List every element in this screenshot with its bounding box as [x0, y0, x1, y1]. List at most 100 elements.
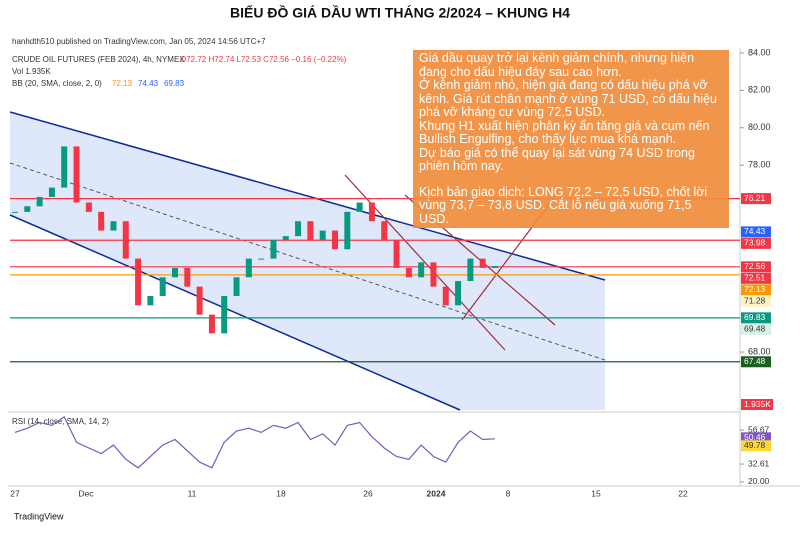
symbol: CRUDE OIL FUTURES (FEB 2024), 4h, NYMEX: [12, 55, 185, 64]
x-tick-label: 26: [363, 488, 373, 498]
candle: [159, 277, 166, 296]
x-tick-label: 2024: [427, 488, 446, 498]
y-tick-label: 82.00: [748, 85, 771, 95]
candle: [98, 211, 105, 231]
rsi-label: RSI (14, close, SMA, 14, 2): [12, 417, 109, 426]
x-tick-label: 15: [591, 488, 601, 498]
candle: [356, 202, 363, 212]
volume-badge-label: 1.935K: [744, 399, 771, 409]
rsi-tick-label: 20.00: [748, 476, 770, 486]
price-badge: [741, 193, 771, 205]
candle: [442, 286, 449, 306]
candle: [258, 258, 265, 260]
price-badge-label: 74.43: [744, 226, 766, 236]
price-badge-label: 76.21: [744, 193, 766, 203]
x-tick-label: 11: [188, 488, 197, 498]
candle: [233, 277, 240, 296]
channel-fill: [10, 112, 605, 410]
price-badge-label: 72.51: [744, 273, 766, 283]
candle: [307, 221, 314, 240]
volume: Vol 1.935K: [12, 67, 51, 76]
ohlc: O72.72 H72.74 L72.53 C72.56 −0.16 (−0.22…: [180, 55, 347, 64]
candle: [208, 314, 215, 334]
rsi-badge: [741, 432, 771, 444]
price-badge: [741, 272, 771, 284]
note-paragraph: Ở kênh giảm nhỏ, hiện giá đang có dấu hi…: [419, 78, 717, 119]
candle: [85, 202, 92, 212]
candle: [184, 267, 191, 287]
note-paragraph: Dự báo giá có thể quay lại sát vùng 74 U…: [419, 145, 695, 173]
rsi-line: [14, 416, 496, 469]
candle: [135, 258, 142, 306]
candle: [12, 211, 18, 213]
bb-value: 74.43: [138, 79, 159, 88]
channel-bottom: [9, 214, 461, 411]
channel-top: [9, 111, 606, 281]
candle: [61, 146, 68, 188]
note-paragraph: Giá dầu quay trở lại kênh giảm chính, nh…: [419, 51, 695, 79]
rsi-badge-label: 50.46: [744, 432, 766, 442]
rsi-badge-label: 49.78: [744, 440, 766, 450]
candle: [344, 211, 351, 250]
candle: [492, 266, 498, 268]
bb-value: 69.83: [164, 79, 185, 88]
candle: [430, 262, 437, 287]
candle: [418, 262, 425, 278]
x-tick-label: 8: [506, 488, 511, 498]
x-tick-label: 27: [10, 488, 20, 498]
x-tick-label: 22: [678, 488, 688, 498]
price-badge-label: 67.48: [744, 356, 766, 366]
price-badge-label: 69.83: [744, 312, 766, 322]
price-badge: [741, 226, 771, 238]
annotation-box: Giá dầu quay trở lại kênh giảm chính, nh…: [413, 50, 729, 228]
candle: [405, 267, 412, 278]
price-badge-label: 72.56: [744, 261, 766, 271]
rsi-tick-label: 32.61: [748, 458, 770, 468]
note-paragraph: Khung H1 xuất hiện phân kỳ ẩn tăng giá v…: [419, 118, 710, 146]
candle: [270, 239, 277, 259]
rsi-tick-label: 56.67: [748, 424, 770, 434]
candle: [467, 258, 474, 282]
candle: [172, 267, 178, 278]
bb-label: BB (20, SMA, close, 2, 0): [12, 79, 102, 88]
candle: [479, 258, 486, 268]
candle: [393, 239, 400, 268]
y-tick-label: 78.00: [748, 160, 771, 170]
price-badge-label: 72.13: [744, 284, 766, 294]
candle: [221, 295, 228, 334]
title: BIỂU ĐỒ GIÁ DẦU WTI THÁNG 2/2024 – KHUNG…: [230, 4, 570, 21]
candle: [196, 286, 203, 315]
rsi-badge: [741, 440, 771, 452]
price-badge-label: 71.28: [744, 296, 766, 306]
candle: [381, 221, 388, 240]
tv-logo: TradingView: [14, 511, 64, 521]
note-paragraph: Kịch bản giao dịch: LONG 72,2 – 72,5 USD…: [419, 184, 708, 226]
publisher: hanhdth510 published on TradingView.com,…: [12, 37, 266, 46]
volume-badge: [741, 399, 773, 410]
candle: [282, 236, 289, 240]
price-badge: [741, 237, 771, 249]
candle: [245, 258, 252, 278]
price-badge: [741, 356, 771, 368]
candle: [455, 281, 462, 306]
price-badge: [741, 261, 771, 273]
price-badge: [741, 284, 771, 296]
candle: [36, 196, 43, 207]
candle: [319, 230, 326, 240]
candle: [24, 206, 31, 212]
candle: [295, 221, 302, 237]
price-badge: [741, 312, 771, 324]
price-badge: [741, 295, 771, 307]
candle: [332, 230, 338, 250]
x-tick-label: 18: [276, 488, 286, 498]
x-tick-label: Dec: [78, 488, 94, 498]
candle: [368, 202, 375, 222]
y-tick-label: 68.00: [748, 346, 771, 356]
price-badge-label: 69.48: [744, 324, 766, 334]
y-tick-label: 80.00: [748, 122, 771, 132]
candle: [147, 295, 154, 306]
price-badge-label: 73.98: [744, 238, 766, 248]
candle: [73, 146, 80, 203]
